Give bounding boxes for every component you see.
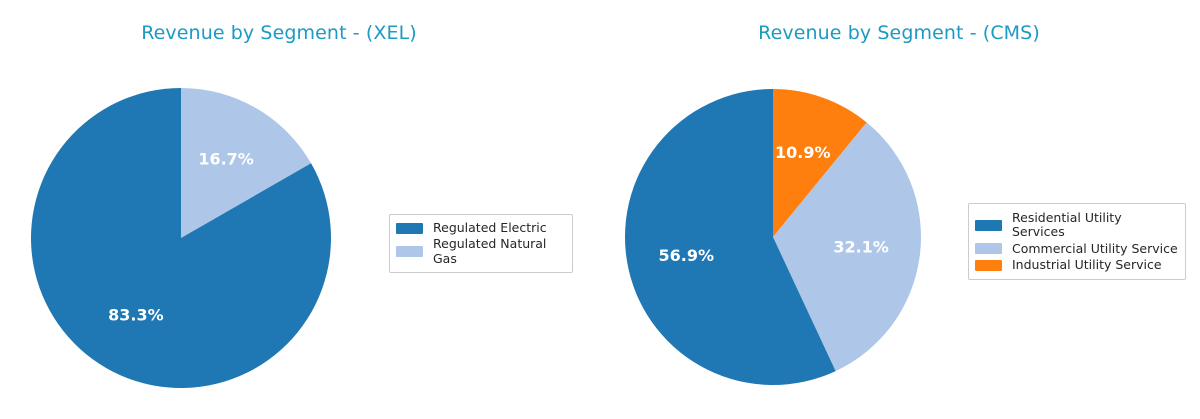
legend-swatch-icon <box>975 243 1002 255</box>
pie-slice[interactable] <box>31 88 331 388</box>
pie-chart-xel-svg: 16.7% 83.3% <box>31 88 331 388</box>
legend-swatch-icon <box>975 219 1002 231</box>
legend-item[interactable]: Regulated Electric <box>396 220 565 236</box>
legend-xel: Regulated Electric Regulated Natural Gas <box>389 214 573 274</box>
legend-item[interactable]: Regulated Natural Gas <box>396 235 565 267</box>
legend-item-label: Industrial Utility Service <box>1012 256 1162 272</box>
legend-swatch-icon <box>396 246 423 257</box>
chart-panel-xel: Revenue by Segment - (XEL) 16.7% 83.3% Re… <box>31 22 573 388</box>
pie-slice-label: 56.9% <box>659 246 715 265</box>
legend-item-label: Regulated Electric <box>433 220 547 235</box>
page-title-xel: Revenue by Segment - (XEL) <box>141 22 417 44</box>
legend-item-label: Regulated Natural Gas <box>433 235 547 266</box>
legend-cms: Residential Utility Services Commercial U… <box>968 203 1186 280</box>
pie-slice[interactable] <box>773 122 921 372</box>
legend-swatch-icon <box>396 222 423 234</box>
legend-item-label: Residential Utility Services <box>1012 209 1122 240</box>
legend-swatch-icon <box>975 259 1002 271</box>
page-title-cms: Revenue by Segment - (CMS) <box>758 22 1040 44</box>
legend-item-label: Commercial Utility Service <box>1012 240 1178 256</box>
pie-chart-cms-svg: 10.9% 32.1% 56.9% <box>625 89 921 385</box>
legend-item[interactable]: Commercial Utility Service <box>975 240 1178 257</box>
pie-slice-label: 10.9% <box>775 143 831 162</box>
legend-item[interactable]: Industrial Utility Service <box>975 256 1178 273</box>
pie-slice-label: 32.1% <box>833 238 889 257</box>
pie-slice[interactable] <box>773 89 867 237</box>
pie-slice-label: 83.3% <box>108 305 164 324</box>
pie-slice[interactable] <box>181 88 312 238</box>
chart-panel-cms: Revenue by Segment - (CMS) 10.9% 32.1% 56.… <box>600 0 1200 419</box>
legend-item[interactable]: Residential Utility Services <box>975 209 1178 241</box>
pie-chart-cms: 10.9% 32.1% 56.9% <box>625 89 921 385</box>
pie-chart-xel: 16.7% 83.3% <box>31 88 331 388</box>
pie-slice-label: 16.7% <box>198 150 254 169</box>
pie-slice[interactable] <box>625 89 836 385</box>
